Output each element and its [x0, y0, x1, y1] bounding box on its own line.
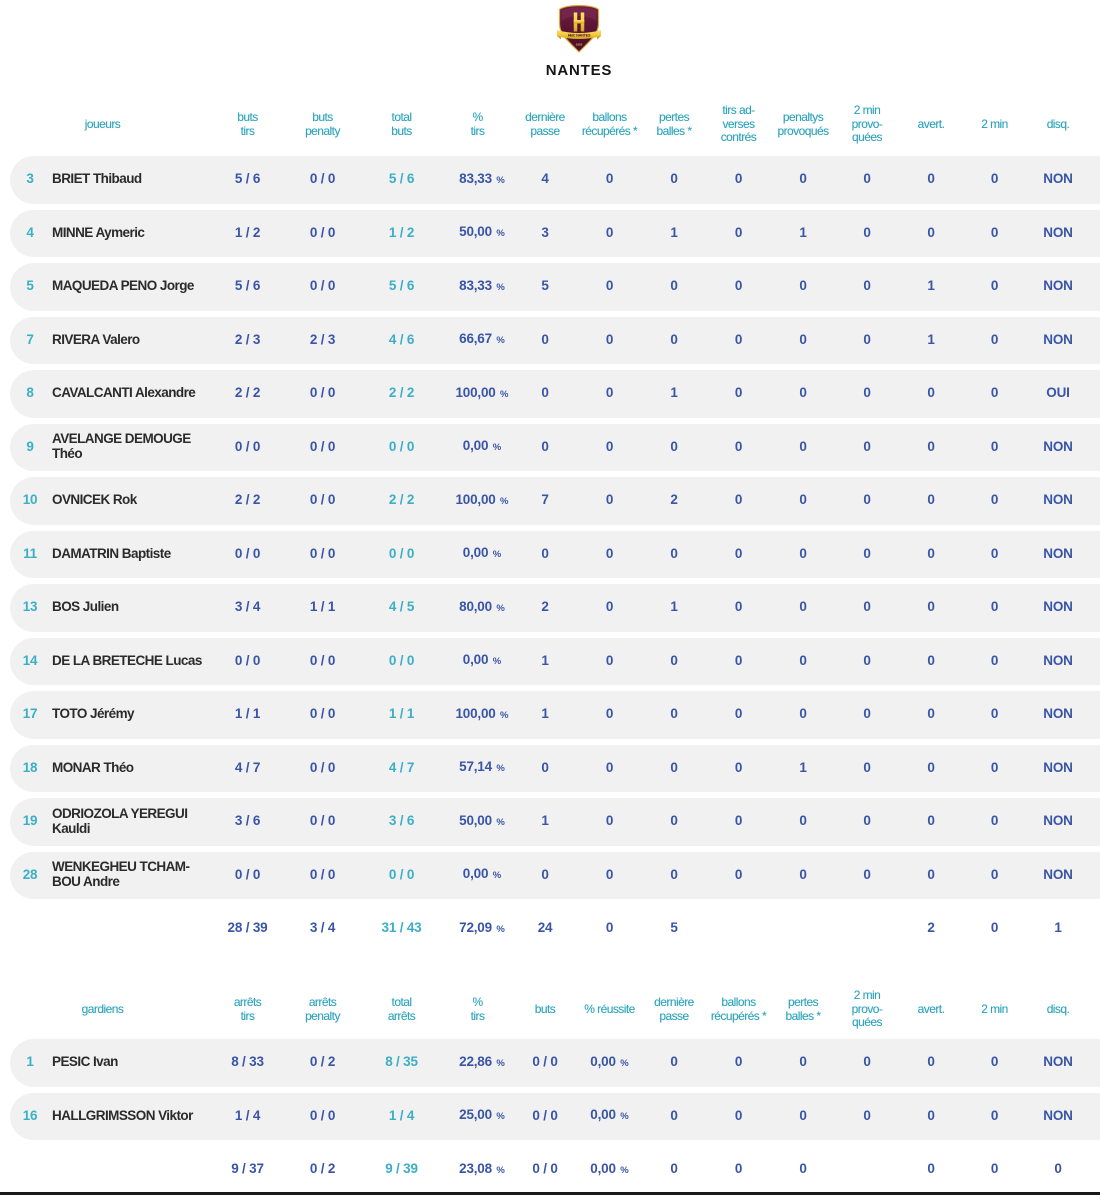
- svg-text:1953: 1953: [576, 43, 583, 47]
- svg-text:HBC NANTES: HBC NANTES: [568, 34, 591, 38]
